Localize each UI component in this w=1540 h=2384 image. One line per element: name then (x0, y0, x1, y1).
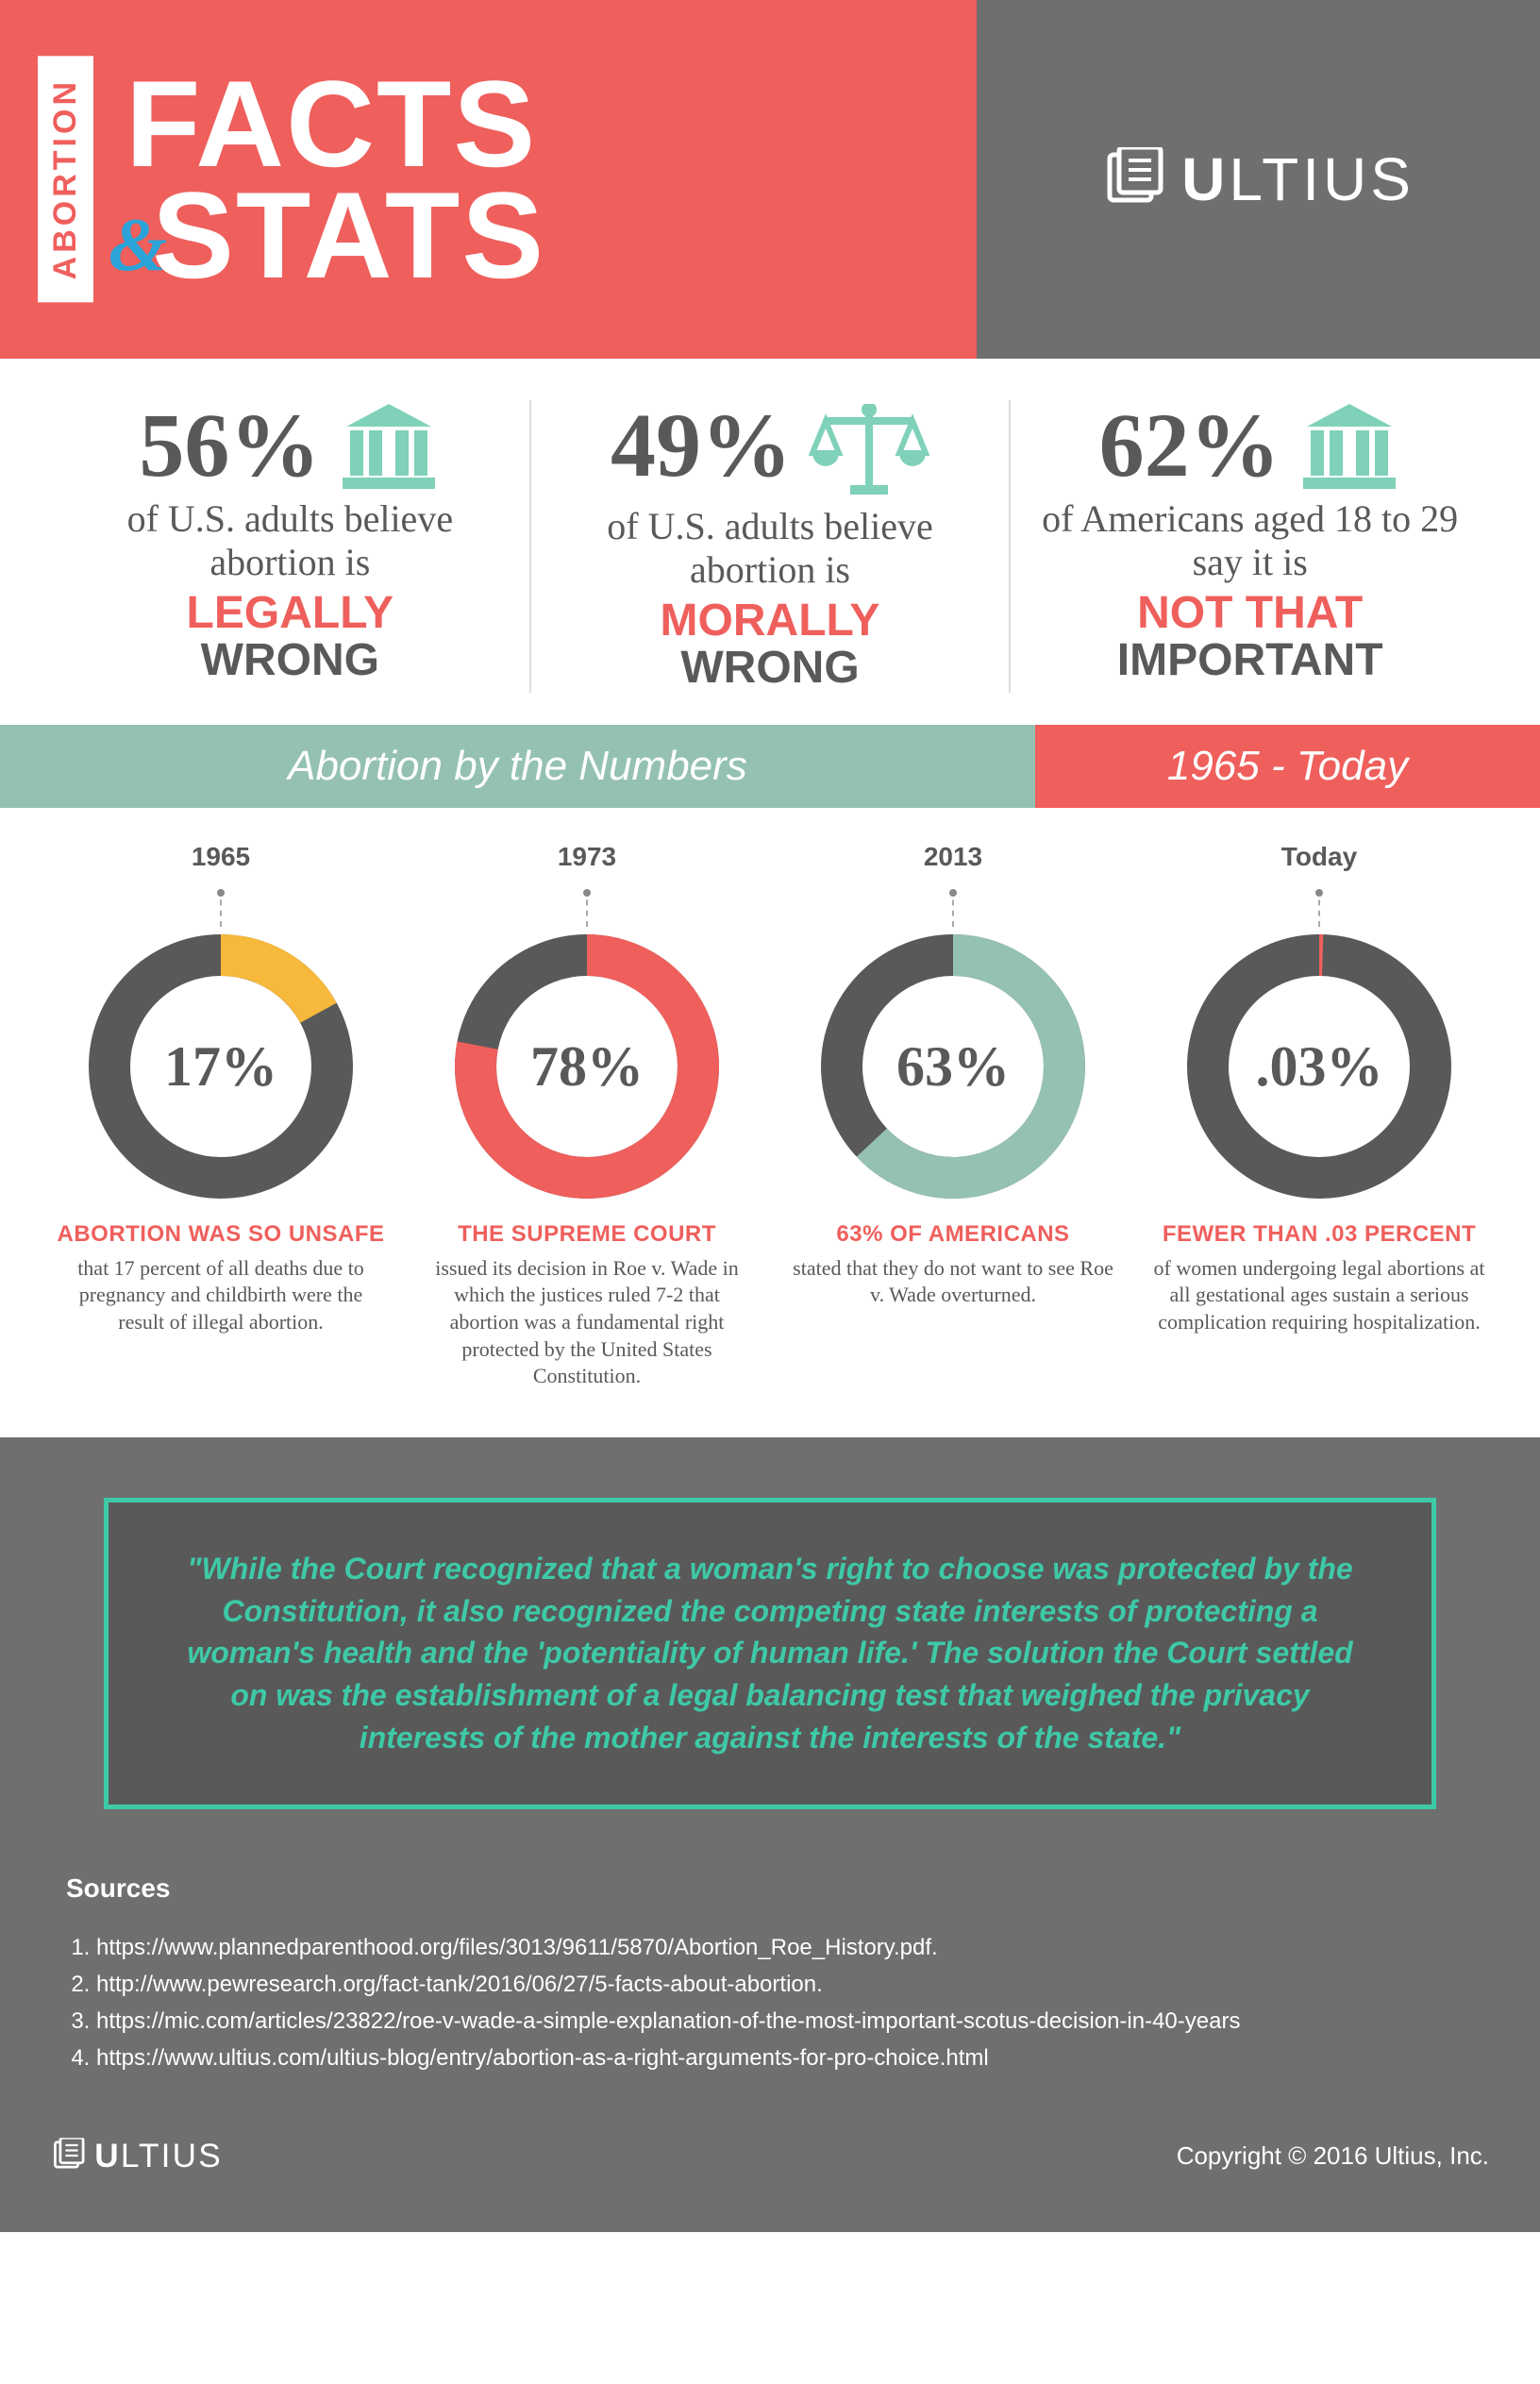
donut-connector (586, 889, 588, 927)
donut-year: 2013 (783, 842, 1123, 872)
title-line-2: &STATS (126, 174, 545, 296)
donut-heading: ABORTION WAS SO UNSAFE (51, 1221, 391, 1248)
svg-text:17%: 17% (164, 1035, 277, 1098)
sources-block: Sources https://www.plannedparenthood.or… (0, 1847, 1540, 2088)
source-item: https://mic.com/articles/23822/roe-v-wad… (96, 2004, 1474, 2039)
svg-text:.03%: .03% (1256, 1035, 1383, 1098)
brand-logo: ULTIUS (1102, 144, 1414, 214)
donut-heading: 63% OF AMERICANS (783, 1221, 1123, 1248)
quote-block: "While the Court recognized that a woman… (0, 1437, 1540, 1847)
stat-description: of U.S. adults believe abortion is (75, 497, 505, 584)
stat-emphasis-red: NOT THAT (1035, 590, 1465, 637)
brand-name: ULTIUS (1181, 144, 1414, 214)
svg-text:63%: 63% (896, 1035, 1010, 1098)
donut-year: 1973 (417, 842, 757, 872)
donut-year: Today (1149, 842, 1489, 872)
stat-emphasis-dark: WRONG (75, 637, 505, 684)
footer-logo: ULTIUS (51, 2137, 223, 2175)
donut-connector (220, 889, 222, 927)
donut-column: Today .03% FEWER THAN .03 PERCENT of wom… (1149, 842, 1489, 1390)
stat-description: of Americans aged 18 to 29 say it is (1035, 497, 1465, 584)
donut-body: that 17 percent of all deaths due to pre… (51, 1255, 391, 1336)
donut-chart: 17% (89, 934, 353, 1199)
title-block: FACTS &STATS (126, 62, 545, 296)
copyright: Copyright © 2016 Ultius, Inc. (1177, 2141, 1489, 2171)
donut-body: stated that they do not want to see Roe … (783, 1255, 1123, 1309)
building-icon (337, 404, 441, 495)
quote-text: "While the Court recognized that a woman… (165, 1548, 1375, 1759)
quote-inner: "While the Court recognized that a woman… (104, 1498, 1436, 1809)
donut-heading: FEWER THAN .03 PERCENT (1149, 1221, 1489, 1248)
stat-percent: 56% (139, 400, 320, 491)
stat-card: 56% of U.S. adults believe abortion is L… (51, 400, 531, 693)
donut-body: issued its decision in Roe v. Wade in wh… (417, 1255, 757, 1390)
source-item: https://www.plannedparenthood.org/files/… (96, 1930, 1474, 1965)
building-icon (1297, 404, 1401, 495)
sources-list: https://www.plannedparenthood.org/files/… (66, 1930, 1474, 2076)
donut-connector (1318, 889, 1320, 927)
stat-emphasis-dark: IMPORTANT (1035, 637, 1465, 684)
donut-column: 2013 63% 63% OF AMERICANS stated that th… (783, 842, 1123, 1390)
stat-percent: 49% (611, 400, 792, 491)
donut-column: 1965 17% ABORTION WAS SO UNSAFE that 17 … (51, 842, 391, 1390)
source-item: https://www.ultius.com/ultius-blog/entry… (96, 2040, 1474, 2075)
logo-icon (1102, 147, 1168, 212)
donut-connector (952, 889, 954, 927)
svg-text:78%: 78% (530, 1035, 644, 1098)
stat-description: of U.S. adults believe abortion is (556, 505, 985, 592)
stat-emphasis-red: LEGALLY (75, 590, 505, 637)
vertical-topic-label: ABORTION (38, 56, 93, 302)
stat-emphasis-red: MORALLY (556, 597, 985, 645)
page-header: ABORTION FACTS &STATS ULTIUS (0, 0, 1540, 359)
donut-row: 1965 17% ABORTION WAS SO UNSAFE that 17 … (0, 808, 1540, 1437)
logo-icon (51, 2139, 88, 2174)
header-left: ABORTION FACTS &STATS (0, 0, 977, 359)
stat-percent: 62% (1099, 400, 1281, 491)
brand-name: ULTIUS (94, 2137, 223, 2175)
stat-emphasis-dark: WRONG (556, 645, 985, 692)
donut-body: of women undergoing legal abortions at a… (1149, 1255, 1489, 1336)
scales-icon (809, 404, 929, 503)
donut-heading: THE SUPREME COURT (417, 1221, 757, 1248)
title-word-2: STATS (152, 166, 545, 304)
sub-banner: Abortion by the Numbers 1965 - Today (0, 725, 1540, 808)
source-item: http://www.pewresearch.org/fact-tank/201… (96, 1967, 1474, 2002)
donut-year: 1965 (51, 842, 391, 872)
donut-chart: 63% (821, 934, 1085, 1199)
top-stats-row: 56% of U.S. adults believe abortion is L… (0, 359, 1540, 725)
sub-banner-right: 1965 - Today (1035, 725, 1540, 808)
stat-card: 62% of Americans aged 18 to 29 say it is… (1011, 400, 1489, 693)
donut-column: 1973 78% THE SUPREME COURT issued its de… (417, 842, 757, 1390)
sub-banner-left: Abortion by the Numbers (0, 725, 1035, 808)
donut-chart: .03% (1187, 934, 1451, 1199)
stat-card: 49% of U.S. adults believe abortion is M… (531, 400, 1012, 693)
footer: ULTIUS Copyright © 2016 Ultius, Inc. (0, 2087, 1540, 2232)
donut-chart: 78% (455, 934, 719, 1199)
sources-title: Sources (66, 1873, 1474, 1904)
header-right: ULTIUS (977, 0, 1540, 359)
